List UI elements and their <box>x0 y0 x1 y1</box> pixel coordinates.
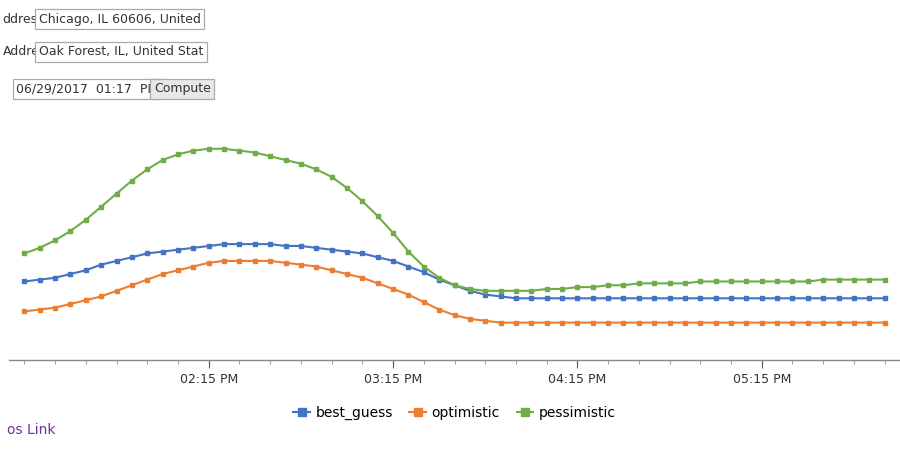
pessimistic <box>649 281 660 286</box>
pessimistic <box>65 228 76 234</box>
Text: os Link: os Link <box>7 423 56 437</box>
optimistic <box>634 320 644 325</box>
optimistic <box>19 309 30 314</box>
optimistic <box>403 292 414 297</box>
best_guess <box>879 296 890 301</box>
Line: pessimistic: pessimistic <box>22 146 887 293</box>
best_guess <box>219 241 230 247</box>
pessimistic <box>19 251 30 256</box>
pessimistic <box>203 146 214 152</box>
optimistic <box>495 320 506 325</box>
best_guess <box>403 264 414 269</box>
pessimistic <box>879 277 890 282</box>
best_guess <box>265 241 275 247</box>
Text: Address:: Address: <box>3 45 57 58</box>
optimistic <box>265 258 275 264</box>
optimistic <box>649 320 660 325</box>
pessimistic <box>50 238 60 243</box>
Line: optimistic: optimistic <box>22 258 887 325</box>
Text: Oak Forest, IL, United Stat: Oak Forest, IL, United Stat <box>39 45 203 58</box>
Text: Chicago, IL 60606, United: Chicago, IL 60606, United <box>39 13 201 26</box>
Text: ddress:: ddress: <box>3 13 49 26</box>
optimistic <box>879 320 890 325</box>
best_guess <box>65 271 76 277</box>
Legend: best_guess, optimistic, pessimistic: best_guess, optimistic, pessimistic <box>288 400 621 426</box>
pessimistic <box>403 249 414 254</box>
optimistic <box>50 305 60 310</box>
Text: :: : <box>12 82 16 95</box>
best_guess <box>510 296 521 301</box>
Line: best_guess: best_guess <box>22 242 887 301</box>
optimistic <box>65 301 76 306</box>
Text: 06/29/2017  01:17  PM: 06/29/2017 01:17 PM <box>16 82 158 95</box>
best_guess <box>649 296 660 301</box>
Text: Compute: Compute <box>154 82 211 95</box>
optimistic <box>219 258 230 264</box>
pessimistic <box>480 288 491 293</box>
pessimistic <box>634 281 644 286</box>
best_guess <box>19 279 30 284</box>
pessimistic <box>265 153 275 159</box>
best_guess <box>634 296 644 301</box>
best_guess <box>50 275 60 280</box>
